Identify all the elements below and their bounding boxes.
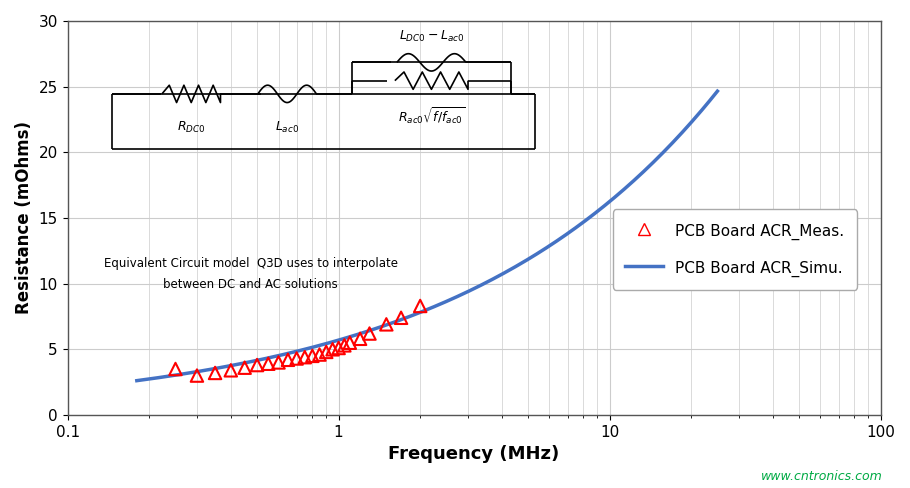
Text: $R_{DC0}$: $R_{DC0}$ [177,120,206,135]
Point [312,351,327,359]
Point [337,342,351,349]
Point [261,360,276,367]
Point [379,321,394,328]
Point [413,302,428,310]
Text: $R_{ac0}\sqrt{f / f_{ac0}}$: $R_{ac0}\sqrt{f / f_{ac0}}$ [398,105,465,126]
Point [342,339,357,346]
Point [238,364,252,371]
Point [331,344,346,352]
Point [289,355,304,363]
Text: www.cntronics.com: www.cntronics.com [761,470,883,483]
Legend: PCB Board ACR_Meas., PCB Board ACR_Simu.: PCB Board ACR_Meas., PCB Board ACR_Simu. [612,209,856,289]
Text: Equivalent Circuit model  Q3D uses to interpolate: Equivalent Circuit model Q3D uses to int… [104,257,398,270]
Point [305,352,319,360]
Point [280,356,295,364]
Point [353,335,368,343]
Point [362,329,377,337]
Point [325,346,339,353]
Text: $L_{ac0}$: $L_{ac0}$ [275,120,299,135]
Point [318,348,333,356]
Point [394,314,409,322]
Point [298,353,312,361]
Text: $L_{DC0} - L_{ac0}$: $L_{DC0} - L_{ac0}$ [399,29,464,44]
Point [224,366,238,374]
X-axis label: Frequency (MHz): Frequency (MHz) [389,445,560,463]
Point [271,359,286,366]
Y-axis label: Resistance (mOhms): Resistance (mOhms) [15,122,33,314]
Point [207,369,222,377]
Point [249,361,264,369]
Point [189,372,204,380]
Point [168,365,183,373]
Text: between DC and AC solutions: between DC and AC solutions [163,279,338,291]
